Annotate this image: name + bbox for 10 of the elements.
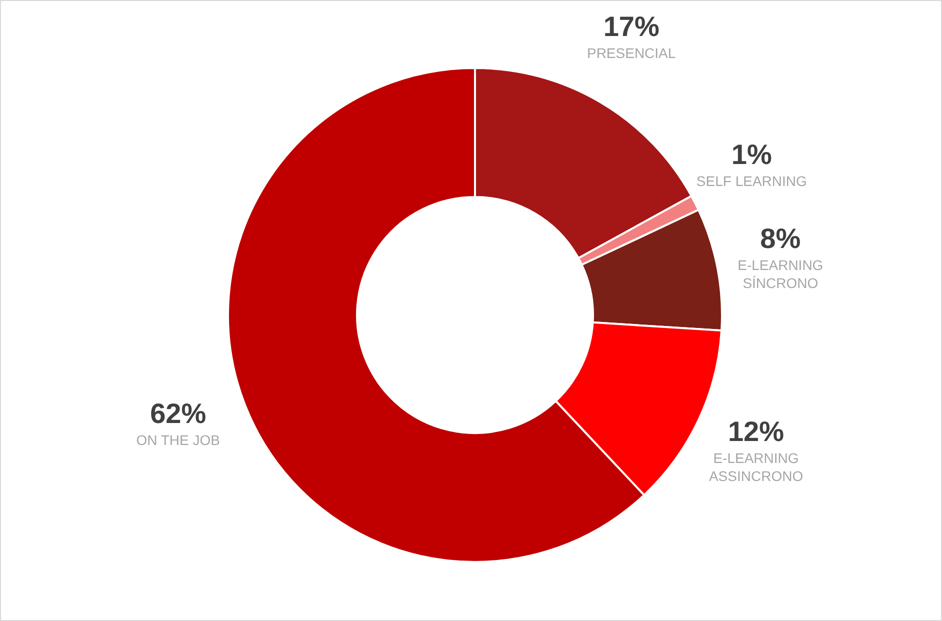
slice-label: E-LEARNING ASSINCRONO [708,450,804,484]
slice-label: PRESENCIAL [586,44,676,61]
slice-label: E-LEARNING SÍNCRONO [738,256,824,291]
data-label: 12% [728,416,784,448]
data-label: 62% [150,398,206,429]
data-label: 8% [760,222,801,254]
data-label: 1% [731,138,772,170]
data-label: 17% [603,10,660,42]
slice-label: SELF LEARNING [696,172,807,189]
slice-label: ON THE JOB [136,432,220,448]
